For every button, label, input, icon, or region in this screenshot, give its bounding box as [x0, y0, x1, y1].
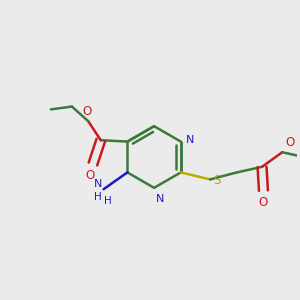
Text: O: O [286, 136, 295, 149]
Text: N: N [156, 194, 165, 204]
Text: O: O [259, 196, 268, 209]
Text: S: S [214, 174, 221, 187]
Text: H: H [104, 196, 112, 206]
Text: O: O [82, 105, 92, 118]
Text: O: O [85, 169, 95, 182]
Text: H: H [94, 192, 102, 202]
Text: N: N [186, 135, 194, 145]
Text: N: N [94, 179, 102, 189]
